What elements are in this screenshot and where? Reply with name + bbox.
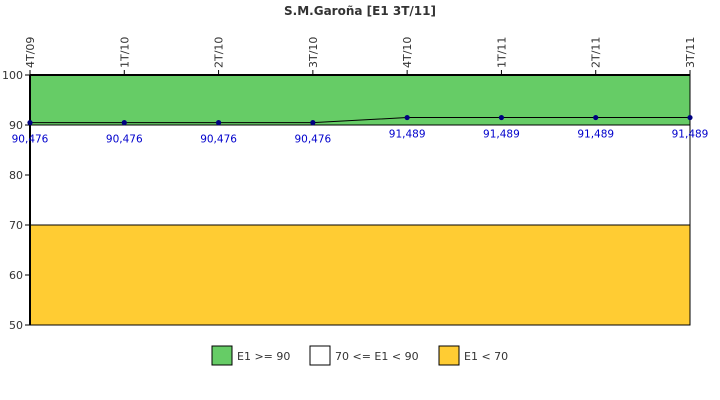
series-e1: 90,476 90,476 90,476 90,476 91,489 91,489 91,4… [12,114,709,146]
data-label: 90,476 [294,134,331,146]
data-label: 91,489 [577,129,614,141]
legend-label: E1 >= 90 [237,350,290,363]
y-tick-label: 100 [2,69,23,82]
data-point [310,120,316,126]
y-tick-label: 50 [9,319,23,332]
x-axis: 4T/09 1T/10 2T/10 3T/10 4T/10 1T/11 2T/11 3T/11 [24,37,697,75]
y-tick-label: 80 [9,169,23,182]
band-2 [29,224,691,326]
data-label: 91,489 [389,129,426,141]
y-tick-label: 90 [9,119,23,132]
data-label: 91,489 [483,129,520,141]
data-point [404,114,410,121]
data-point [215,120,222,126]
x-tick-label: 2T/10 [213,37,226,68]
x-tick-label: 1T/10 [118,37,131,68]
data-point [593,114,599,121]
data-point [498,114,505,121]
data-label: 90,476 [12,134,49,146]
data-label: 90,476 [200,134,237,146]
x-tick-label: 2T/11 [590,37,603,68]
legend-swatch [438,345,460,366]
x-tick-label: 4T/10 [401,37,414,68]
x-tick-label: 4T/09 [24,37,37,68]
chart-title: S.M.Garoña [E1 3T/11] [284,4,436,18]
x-tick-label: 1T/11 [495,37,508,68]
legend: E1 >= 90 70 <= E1 < 90 E1 < 70 [211,345,508,366]
series-line [30,117,690,124]
data-point [121,120,127,126]
band-1 [29,124,691,226]
legend-label: E1 < 70 [464,350,508,363]
x-tick-label: 3T/11 [684,37,697,68]
y-axis: 50 60 70 80 90 100 [2,69,30,332]
legend-swatch [211,345,233,366]
threshold-bands [29,74,691,326]
legend-label: 70 <= E1 < 90 [335,350,419,363]
data-label: 91,489 [672,129,709,141]
x-tick-label: 3T/10 [307,37,320,68]
legend-swatch [309,345,331,366]
band-0 [29,74,691,126]
y-tick-label: 70 [9,219,23,232]
data-point [27,120,33,126]
y-tick-label: 60 [9,269,23,282]
data-label: 90,476 [106,134,143,146]
data-point [687,114,693,121]
